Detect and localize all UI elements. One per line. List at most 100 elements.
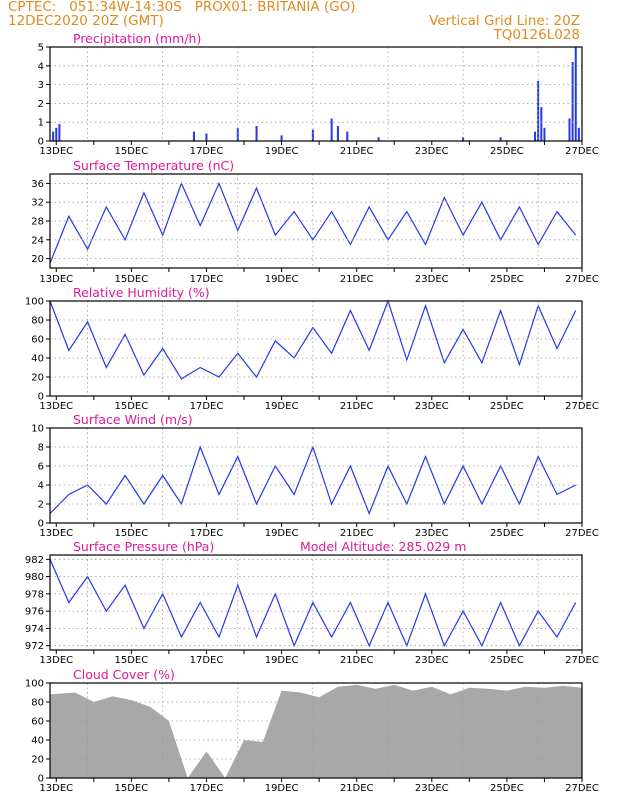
header-model-code: TQ0126L028: [493, 27, 580, 43]
x-tick-label: 19DEC: [265, 146, 299, 157]
x-tick-label: 19DEC: [265, 274, 299, 285]
x-tick-label: 17DEC: [190, 146, 224, 157]
series-line: [49, 559, 577, 648]
x-tick-label: 21DEC: [340, 274, 374, 285]
y-tick-label: 974: [25, 624, 44, 635]
precip-bar: [52, 131, 55, 141]
precip-bar: [568, 118, 571, 141]
y-tick-label: 0: [38, 519, 44, 530]
y-tick-label: 0: [38, 137, 44, 148]
plot-frame: [49, 300, 583, 397]
precip-bar: [462, 137, 465, 141]
series-line: [49, 181, 577, 264]
y-tick-label: 976: [25, 607, 44, 618]
y-tick-label: 4: [38, 61, 44, 72]
y-tick-label: 60: [31, 717, 44, 728]
panel-3: 0 20 40 60 80 100 13DEC 15DEC 17DEC 19DEC 21DEC 23D…: [25, 285, 599, 412]
x-tick-label: 25DEC: [490, 528, 524, 539]
panel-annotation: Model Altitude: 285.029 m: [300, 539, 466, 554]
x-tick-label: 13DEC: [39, 401, 73, 412]
precip-bar: [280, 135, 283, 141]
x-tick-label: 25DEC: [490, 274, 524, 285]
x-tick-label: 13DEC: [39, 528, 73, 539]
x-tick-label: 23DEC: [415, 655, 449, 666]
x-tick-label: 17DEC: [190, 401, 224, 412]
y-tick-label: 20: [31, 755, 44, 766]
series-line: [49, 445, 576, 516]
y-tick-label: 40: [31, 736, 44, 747]
plot-frame: [49, 554, 583, 651]
x-tick-label: 13DEC: [39, 655, 73, 666]
x-tick-label: 27DEC: [565, 528, 599, 539]
y-tick-label: 982: [25, 555, 44, 566]
precip-bar: [577, 127, 580, 141]
precip-bar: [236, 127, 239, 141]
x-tick-label: 25DEC: [490, 401, 524, 412]
x-tick-label: 15DEC: [114, 274, 148, 285]
precip-bar: [377, 137, 380, 141]
y-tick-label: 978: [25, 589, 44, 600]
y-tick-label: 100: [25, 679, 44, 690]
precip-bar: [346, 131, 349, 141]
header-grid-note: Vertical Grid Line: 20Z: [429, 13, 580, 29]
x-tick-label: 19DEC: [265, 783, 299, 794]
y-tick-label: 60: [31, 335, 44, 346]
panel-title: Cloud Cover (%): [73, 667, 175, 682]
y-tick-label: 32: [31, 198, 44, 209]
x-tick-label: 23DEC: [415, 528, 449, 539]
x-tick-label: 23DEC: [415, 401, 449, 412]
y-tick-label: 20: [31, 254, 44, 265]
y-tick-label: 2: [38, 500, 44, 511]
y-tick-label: 980: [25, 572, 44, 583]
x-tick-label: 25DEC: [490, 146, 524, 157]
y-tick-label: 972: [25, 641, 44, 652]
panel-title: Surface Temperature (nC): [73, 158, 234, 173]
series-line: [49, 299, 577, 380]
y-tick-label: 28: [31, 217, 44, 228]
x-tick-label: 15DEC: [114, 655, 148, 666]
precip-bar: [336, 125, 339, 141]
panel-title: Relative Humidity (%): [73, 285, 210, 300]
y-tick-label: 80: [31, 698, 44, 709]
x-tick-label: 21DEC: [340, 528, 374, 539]
precip-bar: [534, 131, 537, 141]
x-tick-label: 19DEC: [265, 655, 299, 666]
x-tick-label: 15DEC: [114, 528, 148, 539]
panel-4: 0 2 4 6 8 10 13DEC 15DEC 17DEC 19DEC 21DEC 23DEC 25D…: [31, 412, 599, 539]
x-tick-label: 21DEC: [340, 783, 374, 794]
x-tick-label: 15DEC: [114, 783, 148, 794]
y-tick-label: 6: [38, 462, 44, 473]
plot-frame: [49, 427, 583, 524]
header-run-time: 12DEC2020 20Z (GMT): [8, 13, 164, 29]
precip-bar: [58, 124, 61, 141]
precip-bar: [192, 131, 195, 141]
panel-2: 20 24 28 32 36 13DEC 15DEC 17DEC 19DEC 21DEC 23DEC…: [31, 158, 599, 285]
y-tick-label: 0: [38, 774, 44, 785]
precip-bar: [255, 125, 258, 141]
precip-bar: [571, 62, 574, 141]
x-tick-label: 27DEC: [565, 146, 599, 157]
x-tick-label: 13DEC: [39, 783, 73, 794]
x-tick-label: 19DEC: [265, 401, 299, 412]
precip-bar: [205, 133, 208, 141]
x-tick-label: 17DEC: [190, 655, 224, 666]
x-tick-label: 21DEC: [340, 655, 374, 666]
x-tick-label: 23DEC: [415, 783, 449, 794]
precip-bar: [574, 47, 577, 141]
x-tick-label: 17DEC: [190, 528, 224, 539]
precip-bar: [55, 127, 58, 141]
y-tick-label: 24: [31, 235, 44, 246]
plot-frame: [49, 682, 583, 779]
x-tick-label: 13DEC: [39, 274, 73, 285]
y-tick-label: 3: [38, 80, 44, 91]
y-tick-label: 2: [38, 99, 44, 110]
x-tick-label: 17DEC: [190, 274, 224, 285]
y-tick-label: 1: [38, 118, 44, 129]
precip-bar: [311, 129, 314, 141]
x-tick-label: 23DEC: [415, 146, 449, 157]
header-location: CPTEC: 051:34W-14:30S PROX01: BRITANIA (…: [8, 0, 356, 15]
y-tick-label: 20: [31, 373, 44, 384]
y-tick-label: 10: [31, 424, 44, 435]
y-tick-label: 4: [38, 481, 44, 492]
